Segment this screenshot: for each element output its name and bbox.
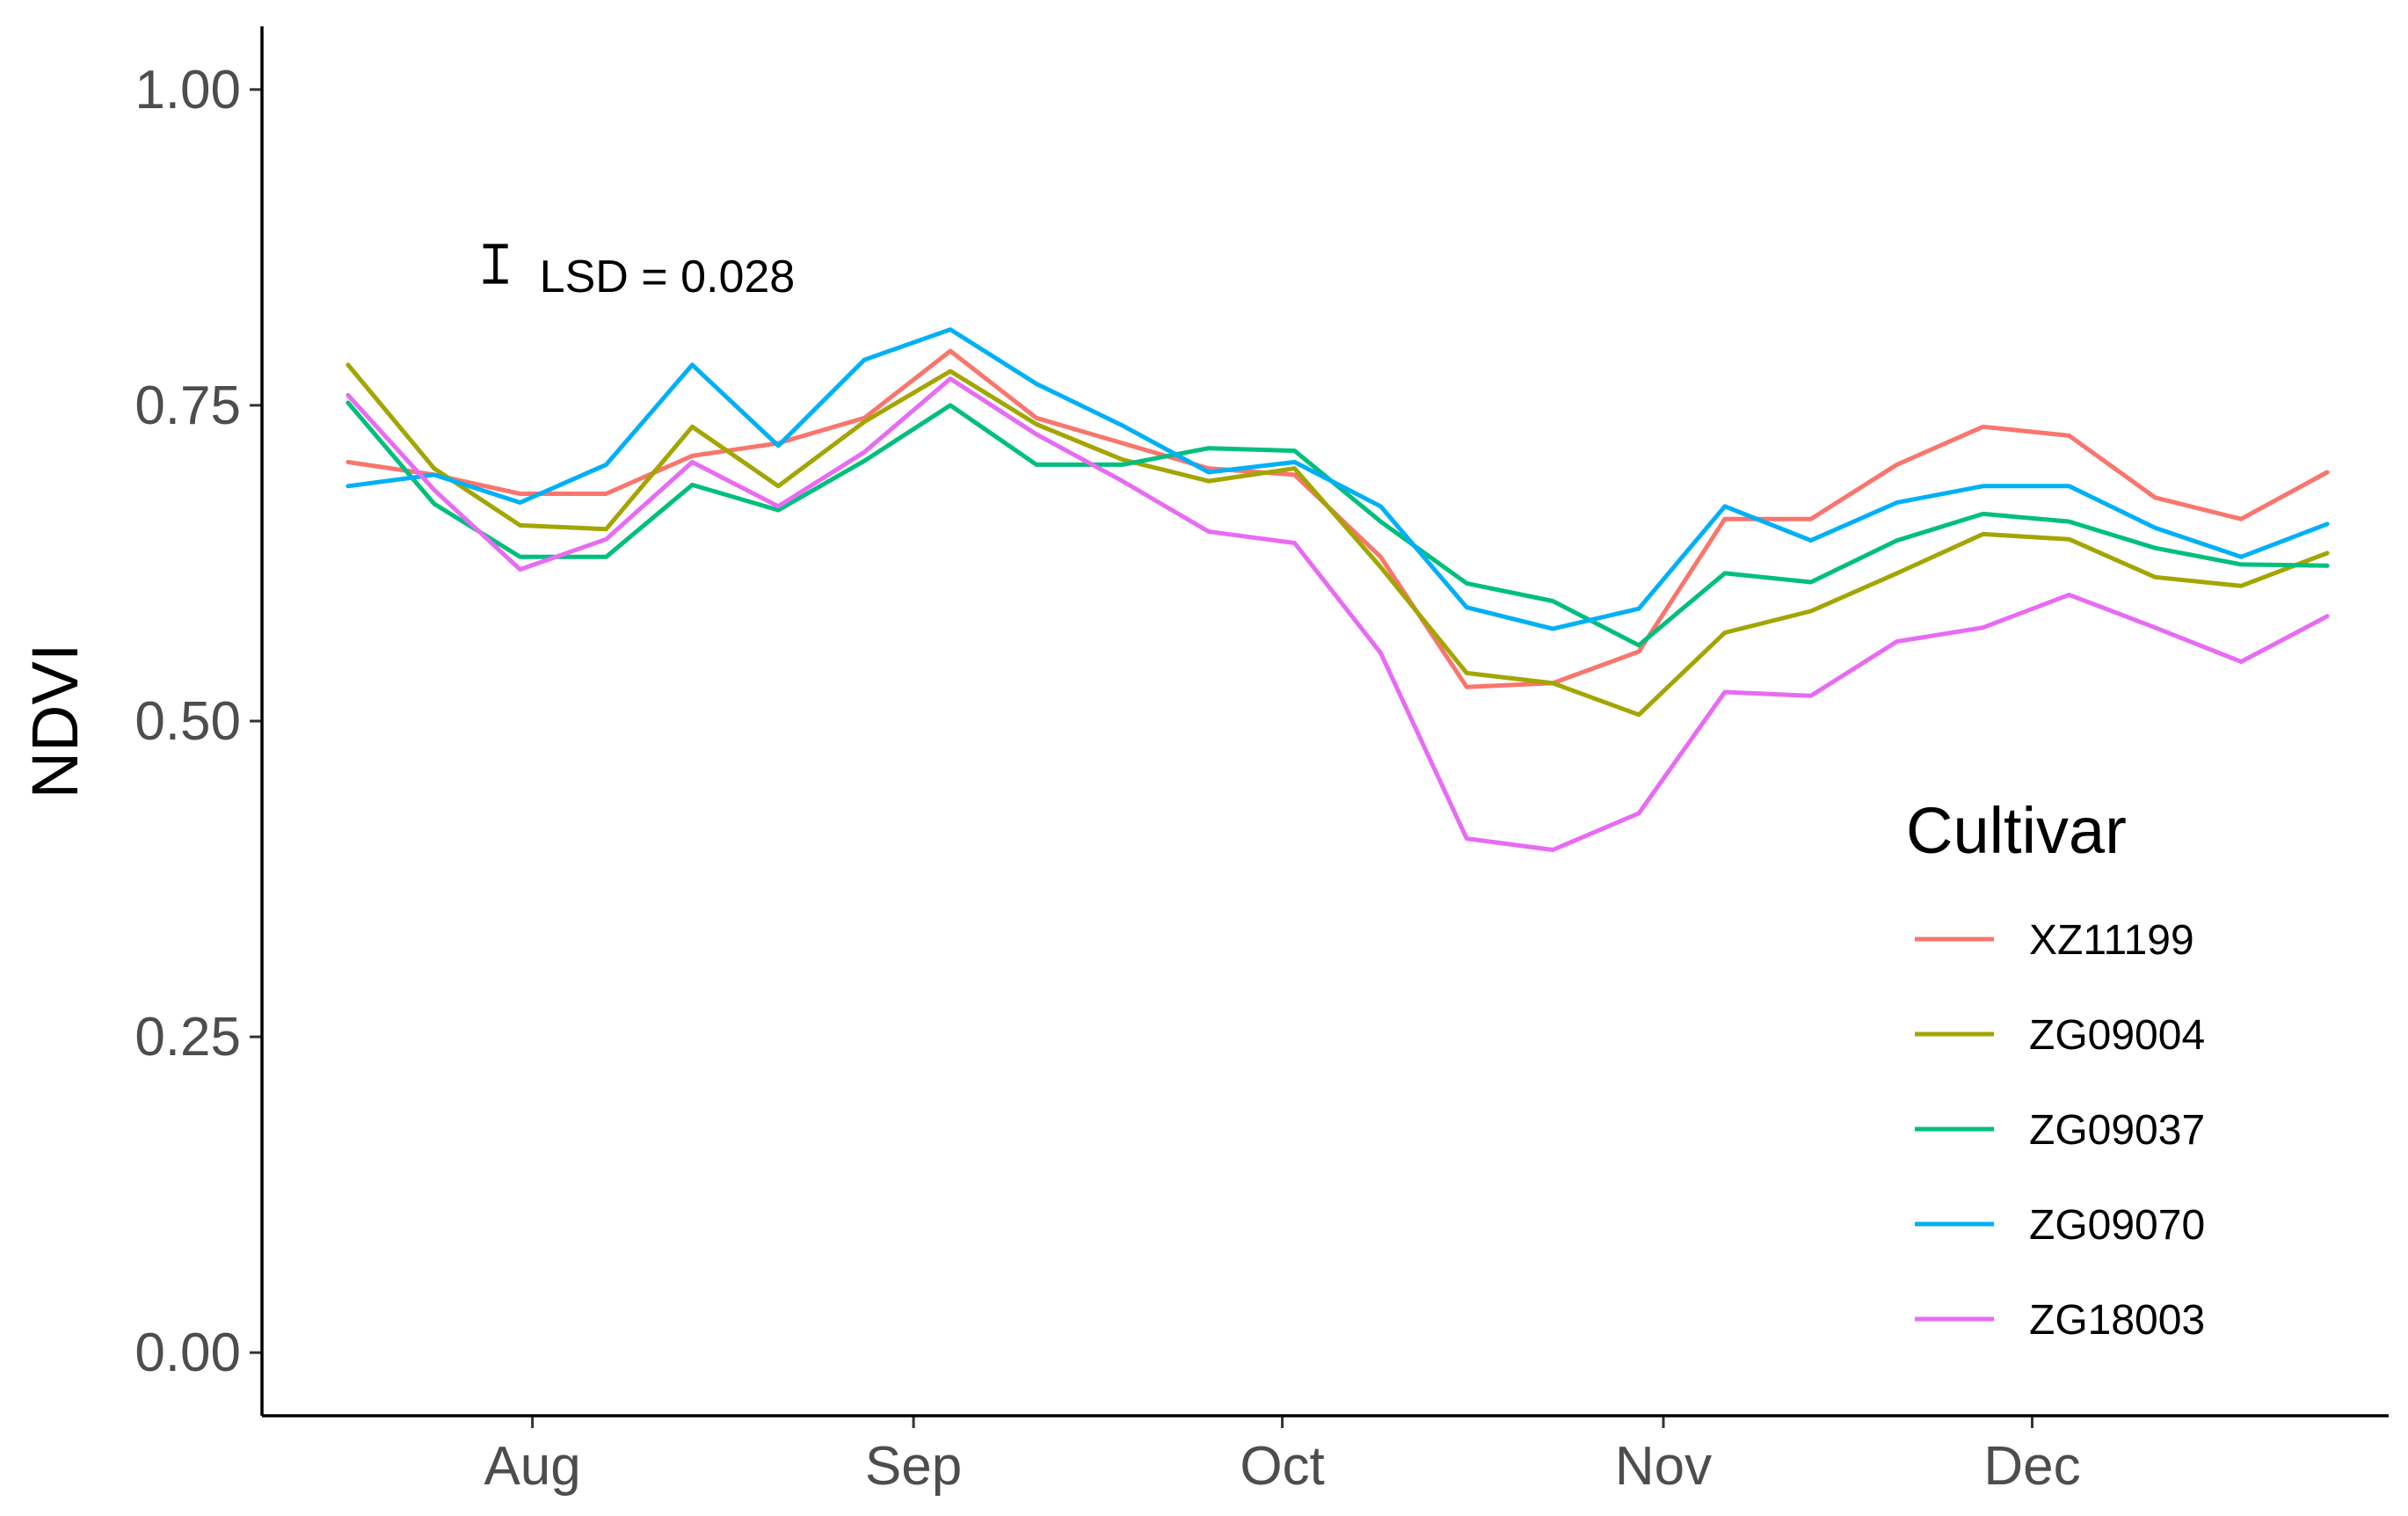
y-tick-label: 0.00 [135, 1323, 241, 1383]
legend-label-xz11199: XZ11199 [2029, 917, 2194, 964]
y-tick-label: 1.00 [135, 60, 241, 120]
x-tick-label: Nov [1615, 1436, 1712, 1497]
legend-label-zg09037: ZG09037 [2029, 1107, 2205, 1154]
legend-title: Cultivar [1906, 794, 2127, 867]
y-tick-label: 0.50 [135, 691, 241, 752]
y-tick-label: 0.25 [135, 1007, 241, 1068]
y-axis-title: NDVI [18, 644, 91, 799]
series-line-zg18003 [346, 376, 2330, 852]
x-tick-label: Dec [1983, 1436, 2080, 1497]
x-tick-label: Aug [484, 1436, 580, 1497]
x-tick-label: Oct [1240, 1436, 1324, 1497]
legend-label-zg18003: ZG18003 [2029, 1297, 2205, 1344]
lsd-errorbar [483, 244, 508, 284]
legend: Cultivar XZ11199 ZG09004 ZG09037 ZG09070 ZG1… [1906, 794, 2205, 1344]
y-tick-label: 0.75 [135, 375, 241, 436]
series-line-zg09070 [346, 327, 2330, 631]
series-line-zg09004 [346, 362, 2330, 718]
series-lines [346, 327, 2330, 852]
legend-label-zg09004: ZG09004 [2029, 1012, 2205, 1059]
x-axis-ticks: Aug Sep Oct Nov Dec [484, 1416, 2081, 1497]
legend-label-zg09070: ZG09070 [2029, 1202, 2205, 1249]
lsd-annotation: LSD = 0.028 [483, 244, 796, 302]
lsd-label: LSD = 0.028 [540, 251, 796, 302]
x-tick-label: Sep [865, 1436, 962, 1497]
y-axis-ticks: 0.00 0.25 0.50 0.75 1.00 [135, 60, 262, 1383]
